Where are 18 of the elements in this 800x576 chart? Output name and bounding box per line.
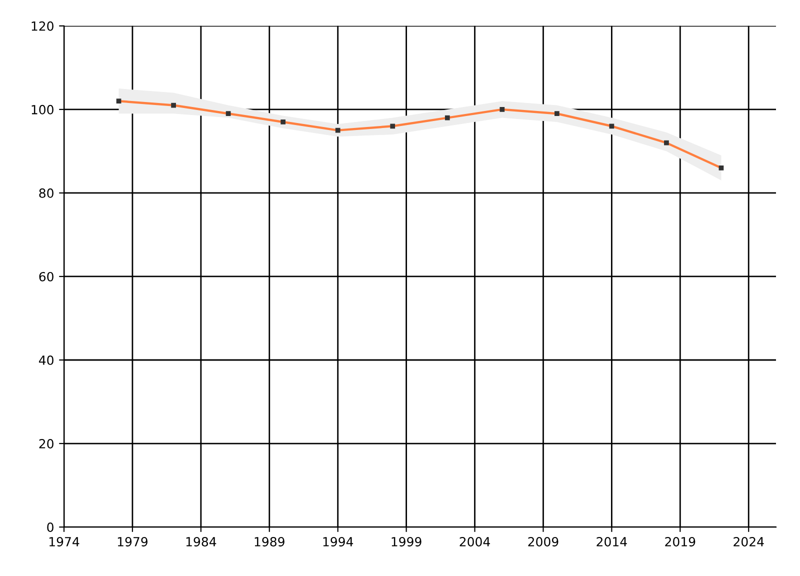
y-tick-label: 80 <box>39 188 54 198</box>
x-tick-label: 1984 <box>186 536 216 546</box>
x-tick-label: 1989 <box>254 536 284 546</box>
x-tick-label: 1994 <box>323 536 354 546</box>
y-tick-label: 120 <box>32 21 54 31</box>
y-tick-label: 0 <box>47 522 54 532</box>
y-tick-label: 60 <box>39 272 54 282</box>
x-tick-label: 2004 <box>460 536 490 546</box>
x-tick-label: 2014 <box>596 536 627 546</box>
x-tick-label: 1999 <box>392 536 422 546</box>
y-tick-label: 100 <box>32 104 54 114</box>
x-tick-label: 1979 <box>118 536 148 546</box>
x-tick-label: 1974 <box>49 536 80 546</box>
x-tick-label: 2019 <box>665 536 696 546</box>
y-tick-label: 40 <box>38 355 54 365</box>
x-tick-label: 2024 <box>734 536 764 546</box>
y-tick-label: 20 <box>39 438 54 448</box>
x-tick-label: 2009 <box>528 536 558 546</box>
